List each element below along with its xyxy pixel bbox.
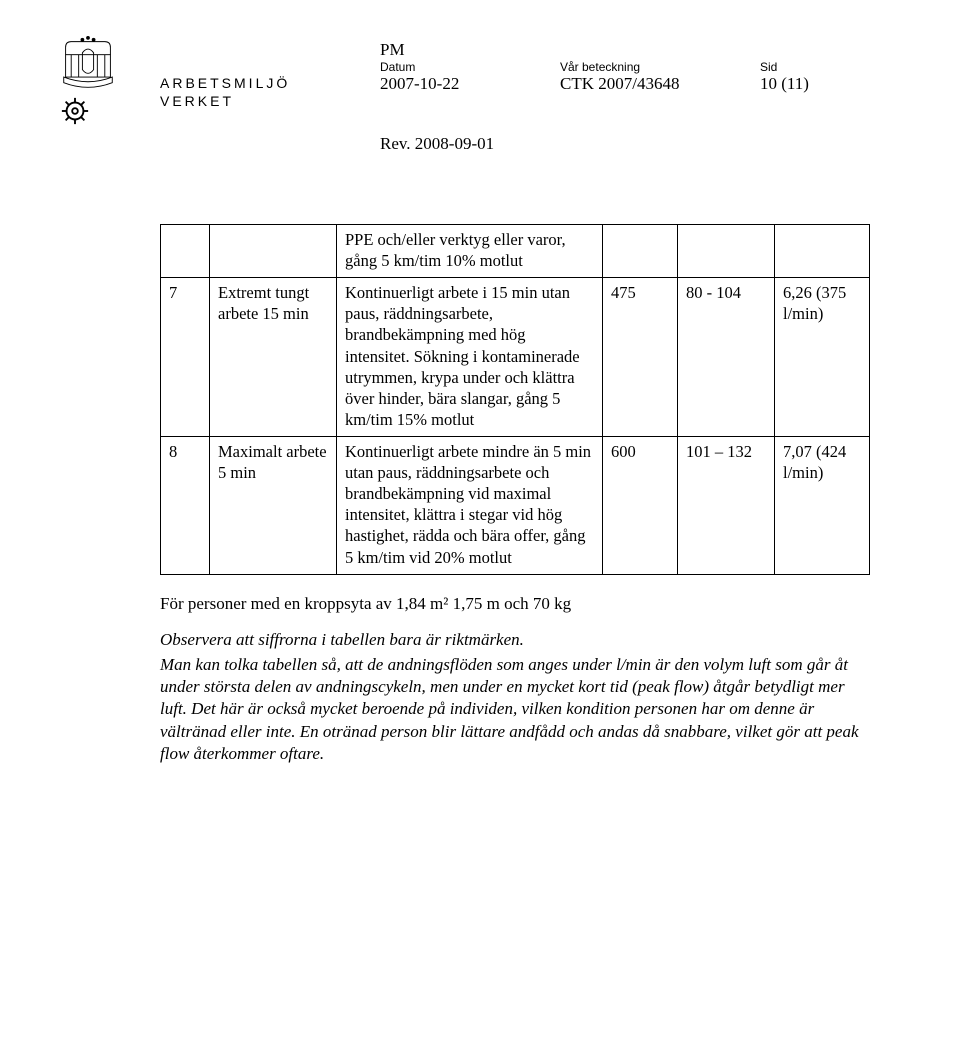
ref-value: CTK 2007/43648 bbox=[560, 74, 760, 94]
cell-num bbox=[161, 225, 210, 278]
cell-c5: 80 - 104 bbox=[678, 278, 775, 437]
cell-c4 bbox=[603, 225, 678, 278]
date-value: 2007-10-22 bbox=[380, 74, 560, 94]
ref-label: Vår beteckning bbox=[560, 60, 760, 74]
cell-c6: 6,26 (375 l/min) bbox=[775, 278, 870, 437]
cell-num: 8 bbox=[161, 436, 210, 574]
date-label: Datum bbox=[380, 60, 560, 74]
cell-c5: 101 – 132 bbox=[678, 436, 775, 574]
table-row: PPE och/eller verktyg eller varor, gång … bbox=[161, 225, 870, 278]
sid-value: 10 (11) bbox=[760, 74, 840, 94]
work-table: PPE och/eller verktyg eller varor, gång … bbox=[160, 224, 870, 575]
gear-icon bbox=[60, 96, 90, 126]
revision-line: Rev. 2008-09-01 bbox=[380, 134, 870, 154]
sid-label: Sid bbox=[760, 60, 840, 74]
cell-desc: Kontinuerligt arbete mindre än 5 min uta… bbox=[337, 436, 603, 574]
explanation-paragraph: Man kan tolka tabellen så, att de andnin… bbox=[160, 654, 870, 766]
cell-desc: Kontinuerligt arbete i 15 min utan paus,… bbox=[337, 278, 603, 437]
agency-logo bbox=[60, 36, 150, 126]
crest-icon bbox=[60, 36, 116, 92]
header-meta: PM Datum Vår beteckning Sid 2007-10-22 C… bbox=[380, 40, 870, 94]
table-row: 8 Maximalt arbete 5 min Kontinuerligt ar… bbox=[161, 436, 870, 574]
cell-c4: 475 bbox=[603, 278, 678, 437]
cell-num: 7 bbox=[161, 278, 210, 437]
table-row: 7 Extremt tungt arbete 15 min Kontinuerl… bbox=[161, 278, 870, 437]
cell-cat bbox=[210, 225, 337, 278]
agency-name-line1: ARBETSMILJÖ bbox=[160, 74, 290, 92]
cell-c5 bbox=[678, 225, 775, 278]
footnote: För personer med en kroppsyta av 1,84 m²… bbox=[160, 593, 870, 615]
agency-name: ARBETSMILJÖ VERKET bbox=[160, 74, 290, 110]
cell-c6: 7,07 (424 l/min) bbox=[775, 436, 870, 574]
observe-line: Observera att siffrorna i tabellen bara … bbox=[160, 629, 870, 651]
cell-desc: PPE och/eller verktyg eller varor, gång … bbox=[337, 225, 603, 278]
agency-name-line2: VERKET bbox=[160, 92, 290, 110]
cell-c4: 600 bbox=[603, 436, 678, 574]
document-page: ARBETSMILJÖ VERKET PM Datum Vår beteckni… bbox=[0, 0, 960, 1061]
pm-label: PM bbox=[380, 40, 560, 60]
cell-cat: Maximalt arbete 5 min bbox=[210, 436, 337, 574]
cell-cat: Extremt tungt arbete 15 min bbox=[210, 278, 337, 437]
cell-c6 bbox=[775, 225, 870, 278]
